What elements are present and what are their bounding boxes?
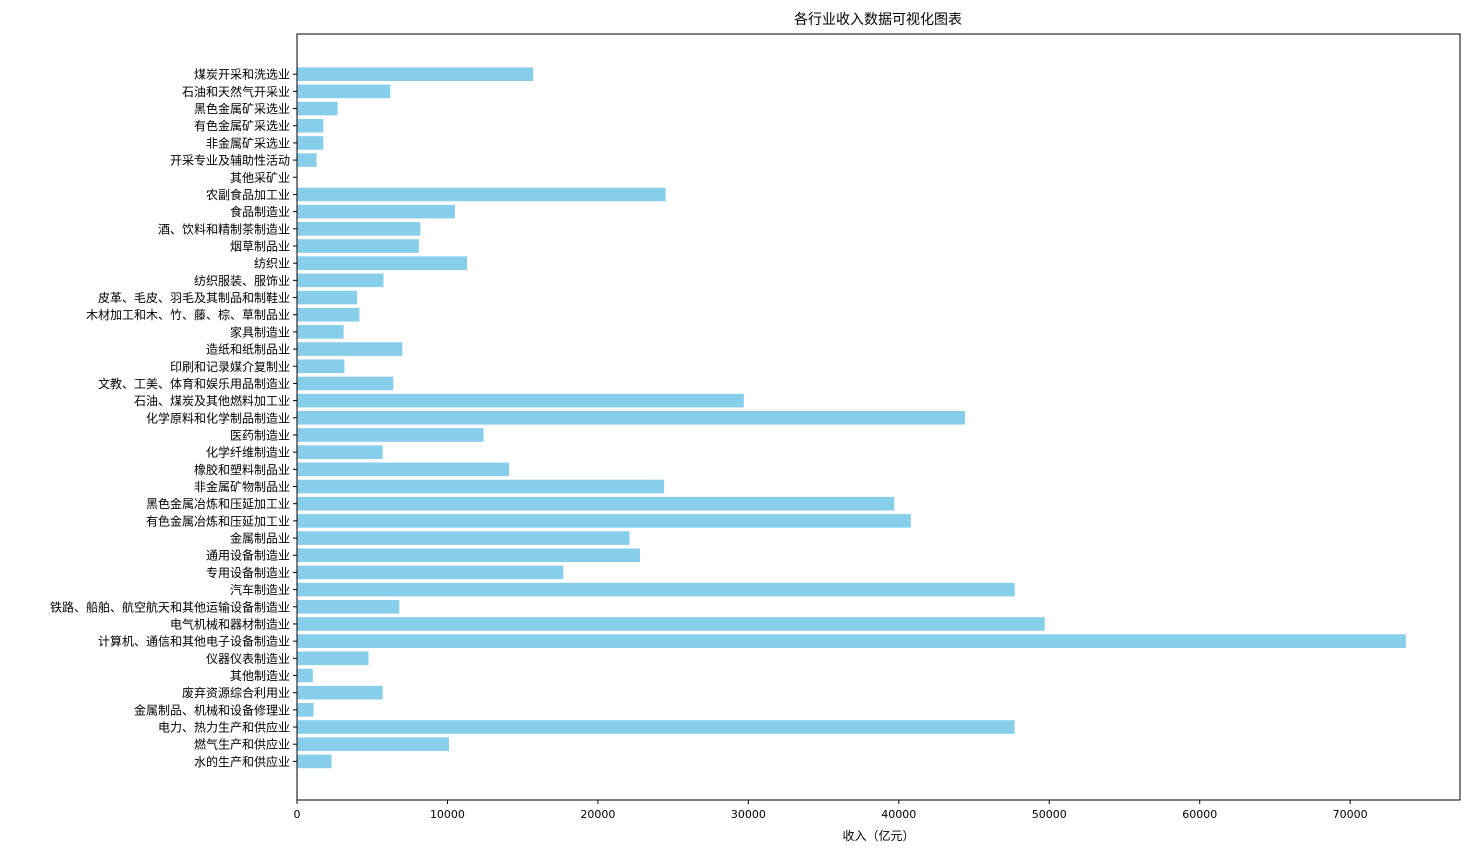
- bar: [297, 256, 468, 270]
- bar: [297, 187, 666, 202]
- bar: [297, 720, 1015, 734]
- bar: [297, 685, 383, 700]
- category-label: 家具制造业: [230, 324, 290, 339]
- x-tick-label: 40000: [881, 808, 916, 821]
- bar: [297, 325, 344, 339]
- category-label: 电力、热力生产和供应业: [158, 720, 290, 735]
- bar: [297, 136, 324, 150]
- bar: [297, 462, 510, 477]
- chart-title: 各行业收入数据可视化图表: [794, 12, 962, 28]
- bar: [297, 411, 966, 425]
- category-label: 皮革、毛皮、羽毛及其制品和制鞋业: [98, 290, 290, 305]
- bar: [297, 531, 630, 545]
- bar: [297, 565, 564, 580]
- x-axis-ticks: 0 10000 20000 30000 40000 50000 60000 70000: [294, 800, 1368, 821]
- bar: [297, 445, 383, 459]
- category-label: 橡胶和塑料制品业: [194, 462, 290, 477]
- category-label: 石油和天然气开采业: [182, 84, 290, 99]
- bar: [297, 222, 421, 236]
- category-label: 水的生产和供应业: [194, 754, 290, 769]
- category-label: 木材加工和木、竹、藤、棕、草制品业: [86, 307, 290, 322]
- category-label: 金属制品业: [230, 531, 290, 546]
- x-tick-label: 0: [294, 808, 301, 821]
- x-tick-label: 20000: [580, 808, 615, 821]
- bar: [297, 393, 744, 408]
- bar: [297, 342, 403, 356]
- category-label: 化学原料和化学制品制造业: [146, 410, 290, 425]
- x-axis-label: 收入（亿元）: [842, 828, 914, 843]
- category-label: 有色金属矿采选业: [194, 118, 290, 133]
- x-tick-label: 60000: [1182, 808, 1217, 821]
- bar: [297, 634, 1406, 648]
- bar: [297, 737, 449, 752]
- bar: [297, 651, 369, 666]
- bar: [297, 668, 313, 683]
- category-label: 汽车制造业: [230, 582, 290, 597]
- bar: [297, 496, 895, 511]
- bar: [297, 428, 484, 442]
- category-label: 文教、工美、体育和娱乐用品制造业: [98, 376, 290, 391]
- bar: [297, 290, 358, 305]
- category-label: 烟草制品业: [230, 240, 290, 254]
- category-label: 农副食品加工业: [206, 187, 290, 202]
- bar: [297, 617, 1045, 631]
- bar: [297, 703, 314, 717]
- category-label: 有色金属冶炼和压延加工业: [146, 513, 290, 528]
- bar: [297, 101, 338, 116]
- category-label: 仪器仪表制造业: [206, 652, 290, 666]
- category-label: 造纸和纸制品业: [206, 343, 290, 357]
- bar: [297, 548, 641, 563]
- category-label: 印刷和记录媒介复制业: [170, 360, 290, 374]
- category-label: 食品制造业: [230, 204, 290, 219]
- x-tick-label: 70000: [1333, 808, 1368, 821]
- bar: [297, 84, 391, 99]
- bar: [297, 307, 360, 322]
- bars-layer: [297, 67, 1406, 769]
- category-label: 专用设备制造业: [206, 565, 290, 580]
- bar: [297, 273, 384, 288]
- category-label: 黑色金属冶炼和压延加工业: [146, 496, 290, 511]
- category-label: 化学纤维制造业: [206, 445, 290, 460]
- category-label: 计算机、通信和其他电子设备制造业: [98, 634, 290, 649]
- category-label: 非金属矿采选业: [206, 135, 290, 150]
- bar: [297, 514, 911, 528]
- x-tick-label: 50000: [1032, 808, 1067, 821]
- category-label: 其他制造业: [230, 669, 290, 683]
- bar: [297, 582, 1015, 597]
- category-label: 非金属矿物制品业: [194, 479, 290, 494]
- category-labels: 煤炭开采和洗选业石油和天然气开采业黑色金属矿采选业有色金属矿采选业非金属矿采选业…: [50, 68, 297, 769]
- category-label: 废弃资源综合利用业: [182, 685, 290, 700]
- bar: [297, 204, 455, 219]
- bar: [297, 599, 400, 614]
- category-label: 金属制品、机械和设备修理业: [134, 702, 290, 717]
- x-tick-label: 30000: [731, 808, 766, 821]
- category-label: 开采专业及辅助性活动: [170, 153, 290, 168]
- category-label: 燃气生产和供应业: [194, 737, 290, 752]
- category-label: 黑色金属矿采选业: [194, 101, 290, 116]
- x-tick-label: 10000: [430, 808, 465, 821]
- plot-frame: [296, 33, 1461, 801]
- category-label: 纺织服装、服饰业: [194, 274, 290, 288]
- category-label: 其他采矿业: [230, 171, 290, 185]
- bar: [297, 67, 534, 81]
- category-label: 石油、煤炭及其他燃料加工业: [134, 393, 290, 408]
- bar: [297, 239, 419, 253]
- category-label: 纺织业: [254, 257, 290, 271]
- bar: [297, 153, 317, 167]
- category-label: 煤炭开采和洗选业: [194, 68, 290, 82]
- category-label: 通用设备制造业: [206, 549, 290, 563]
- category-label: 酒、饮料和精制茶制造业: [158, 221, 290, 236]
- category-label: 铁路、船舶、航空航天和其他运输设备制造业: [50, 599, 290, 614]
- category-label: 医药制造业: [230, 428, 290, 442]
- bar: [297, 359, 345, 374]
- bar: [297, 479, 665, 494]
- bar: [297, 754, 332, 769]
- bar: [297, 376, 394, 391]
- category-label: 电气机械和器材制造业: [170, 616, 290, 631]
- bar: [297, 118, 324, 133]
